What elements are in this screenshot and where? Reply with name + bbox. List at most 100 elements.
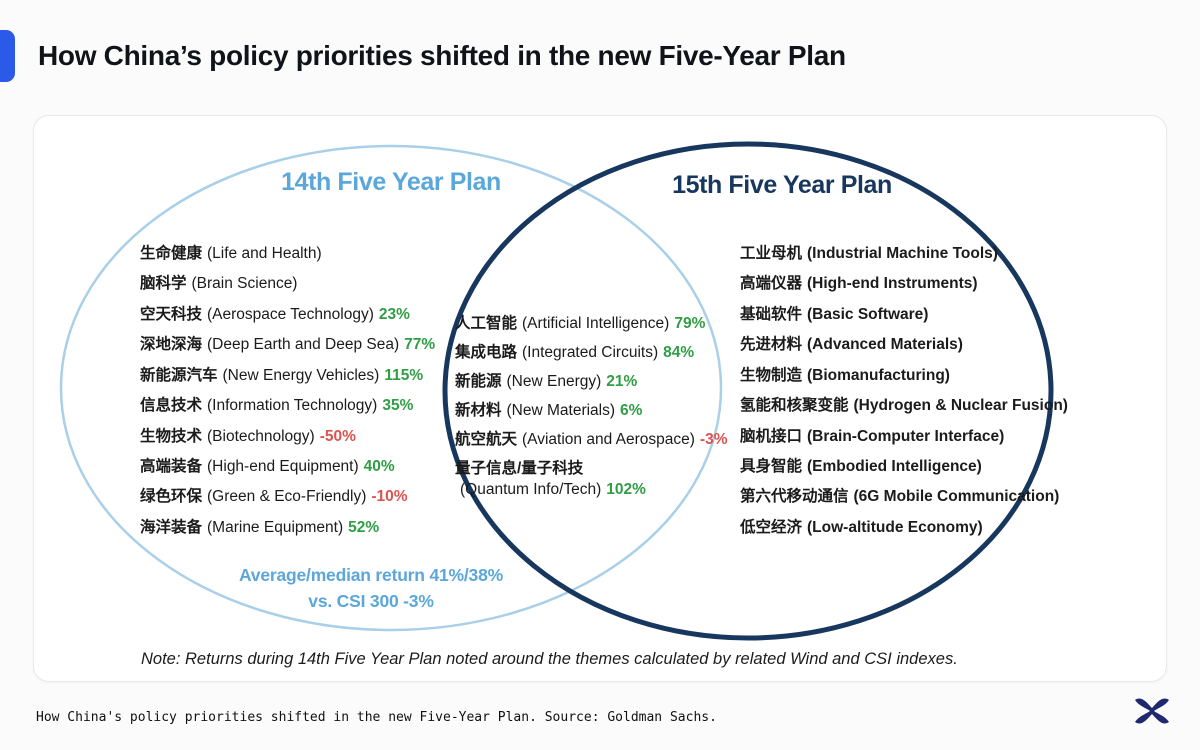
theme-cn: 第六代移动通信 bbox=[740, 488, 849, 506]
theme-cn: 工业母机 bbox=[740, 245, 803, 262]
theme-en: (Quantum Info/Tech) bbox=[460, 480, 602, 498]
theme-item: 新材料 (New Materials) 6% bbox=[455, 401, 728, 422]
venn-diagram bbox=[59, 141, 1054, 641]
theme-cn: 脑机接口 bbox=[740, 427, 803, 445]
theme-en: (Advanced Materials) bbox=[807, 336, 963, 354]
theme-cn: 集成电路 bbox=[455, 343, 518, 361]
theme-return: 52% bbox=[348, 518, 380, 536]
theme-en: (Deep Earth and Deep Sea) bbox=[207, 336, 400, 354]
theme-item: 生物制造 (Biomanufacturing) bbox=[740, 366, 1073, 387]
theme-item: 生物技术 (Biotechnology) -50% bbox=[140, 427, 435, 448]
theme-en: (Industrial Machine Tools) bbox=[807, 245, 998, 262]
theme-cn: 先进材料 bbox=[740, 336, 803, 354]
theme-item: 工业母机 (Industrial Machine Tools) bbox=[740, 244, 1073, 265]
theme-cn: 氢能和核聚变能 bbox=[740, 397, 849, 415]
left-only-themes: 生命健康 (Life and Health) 脑科学 (Brain Science)… bbox=[140, 244, 435, 548]
image-caption: How China's policy priorities shifted in… bbox=[36, 710, 717, 725]
theme-item: 深地深海 (Deep Earth and Deep Sea) 77% bbox=[140, 335, 435, 356]
theme-en: (Information Technology) bbox=[207, 397, 378, 415]
theme-cn: 海洋装备 bbox=[140, 518, 203, 536]
theme-cn: 量子信息/量子科技 bbox=[455, 459, 584, 477]
theme-en: (6G Mobile Communication) bbox=[853, 488, 1060, 506]
theme-en: (Embodied Intelligence) bbox=[807, 457, 982, 475]
theme-item: 生命健康 (Life and Health) bbox=[140, 244, 435, 265]
theme-cn: 生物制造 bbox=[740, 366, 803, 384]
theme-cn: 人工智能 bbox=[455, 315, 518, 332]
theme-en: (High-end Instruments) bbox=[807, 275, 978, 293]
theme-item: 集成电路 (Integrated Circuits) 84% bbox=[455, 343, 728, 364]
page-title: How China’s policy priorities shifted in… bbox=[38, 40, 846, 71]
theme-en: (High-end Equipment) bbox=[207, 457, 359, 475]
theme-en: (Brain Science) bbox=[191, 275, 298, 293]
theme-item: 新能源 (New Energy) 21% bbox=[455, 372, 728, 393]
theme-cn: 具身智能 bbox=[740, 457, 803, 475]
theme-return: 77% bbox=[404, 336, 436, 354]
theme-item: 高端装备 (High-end Equipment) 40% bbox=[140, 457, 435, 478]
theme-item: 低空经济 (Low-altitude Economy) bbox=[740, 518, 1073, 539]
theme-en: (Hydrogen & Nuclear Fusion) bbox=[853, 397, 1068, 415]
theme-return: -3% bbox=[699, 430, 728, 448]
theme-cn: 生命健康 bbox=[140, 245, 203, 262]
theme-return: 84% bbox=[663, 343, 695, 361]
theme-item: 新能源汽车 (New Energy Vehicles) 115% bbox=[140, 366, 435, 387]
theme-en: (Marine Equipment) bbox=[207, 518, 344, 536]
theme-return: -50% bbox=[319, 427, 356, 445]
theme-en: (Aerospace Technology) bbox=[207, 305, 374, 323]
circle-15th-plan bbox=[442, 141, 1054, 641]
label-15th-plan: 15th Five Year Plan bbox=[672, 171, 892, 199]
theme-en: (New Energy) bbox=[506, 372, 602, 390]
theme-return: 102% bbox=[606, 480, 646, 498]
theme-en: (Biomanufacturing) bbox=[807, 366, 950, 384]
theme-return: 40% bbox=[363, 457, 395, 475]
theme-cn: 高端装备 bbox=[140, 457, 203, 475]
theme-item: 具身智能 (Embodied Intelligence) bbox=[740, 457, 1073, 478]
theme-return: -10% bbox=[371, 488, 408, 506]
theme-item: 基础软件 (Basic Software) bbox=[740, 305, 1073, 326]
theme-cn: 生物技术 bbox=[140, 427, 203, 445]
theme-item: 脑科学 (Brain Science) bbox=[140, 274, 435, 295]
theme-item: 航空航天 (Aviation and Aerospace) -3% bbox=[455, 430, 728, 451]
theme-item: 量子信息/量子科技 (Quantum Info/Tech) 102% bbox=[455, 459, 728, 501]
brand-logo-icon bbox=[1135, 698, 1169, 724]
title-accent-bar bbox=[0, 30, 15, 82]
average-return-summary: Average/median return 41%/38% vs. CSI 30… bbox=[191, 562, 551, 615]
theme-cn: 空天科技 bbox=[140, 305, 203, 323]
theme-en: (Green & Eco-Friendly) bbox=[207, 488, 367, 506]
footnote: Note: Returns during 14th Five Year Plan… bbox=[141, 650, 958, 668]
theme-en: (Brain-Computer Interface) bbox=[807, 427, 1005, 445]
theme-en: (Aviation and Aerospace) bbox=[522, 430, 695, 448]
theme-en: (Basic Software) bbox=[807, 305, 929, 323]
theme-en: (New Materials) bbox=[506, 401, 616, 419]
theme-item: 人工智能 (Artificial Intelligence) 79% bbox=[455, 314, 728, 335]
theme-item: 海洋装备 (Marine Equipment) 52% bbox=[140, 518, 435, 539]
theme-cn: 深地深海 bbox=[140, 336, 203, 354]
circle-14th-plan bbox=[59, 144, 723, 632]
new-themes: 工业母机 (Industrial Machine Tools) 高端仪器 (High… bbox=[740, 244, 1073, 548]
theme-item: 绿色环保 (Green & Eco-Friendly) -10% bbox=[140, 487, 435, 508]
theme-return: 23% bbox=[378, 305, 410, 323]
theme-item: 信息技术 (Information Technology) 35% bbox=[140, 396, 435, 417]
theme-cn: 航空航天 bbox=[455, 430, 518, 448]
theme-return: 35% bbox=[382, 397, 414, 415]
theme-cn: 新能源 bbox=[455, 372, 502, 390]
theme-cn: 绿色环保 bbox=[140, 488, 203, 506]
theme-en: (Artificial Intelligence) bbox=[522, 315, 670, 332]
theme-en: (New Energy Vehicles) bbox=[222, 366, 380, 384]
theme-return: 6% bbox=[620, 401, 643, 419]
shared-themes: 人工智能 (Artificial Intelligence) 79% 集成电路 (In… bbox=[455, 314, 728, 508]
summary-line-2: vs. CSI 300 -3% bbox=[308, 591, 434, 612]
theme-item: 氢能和核聚变能 (Hydrogen & Nuclear Fusion) bbox=[740, 396, 1073, 417]
theme-en: (Life and Health) bbox=[207, 245, 322, 262]
theme-item: 空天科技 (Aerospace Technology) 23% bbox=[140, 305, 435, 326]
summary-line-1: Average/median return 41%/38% bbox=[239, 565, 503, 585]
theme-item: 第六代移动通信 (6G Mobile Communication) bbox=[740, 487, 1073, 508]
theme-cn: 高端仪器 bbox=[740, 275, 803, 293]
theme-return: 115% bbox=[384, 366, 424, 384]
theme-cn: 基础软件 bbox=[740, 305, 803, 323]
theme-cn: 低空经济 bbox=[740, 518, 803, 536]
theme-en: (Biotechnology) bbox=[207, 427, 315, 445]
theme-cn: 信息技术 bbox=[140, 397, 203, 415]
theme-cn: 新材料 bbox=[455, 401, 502, 419]
theme-cn: 脑科学 bbox=[140, 275, 187, 293]
